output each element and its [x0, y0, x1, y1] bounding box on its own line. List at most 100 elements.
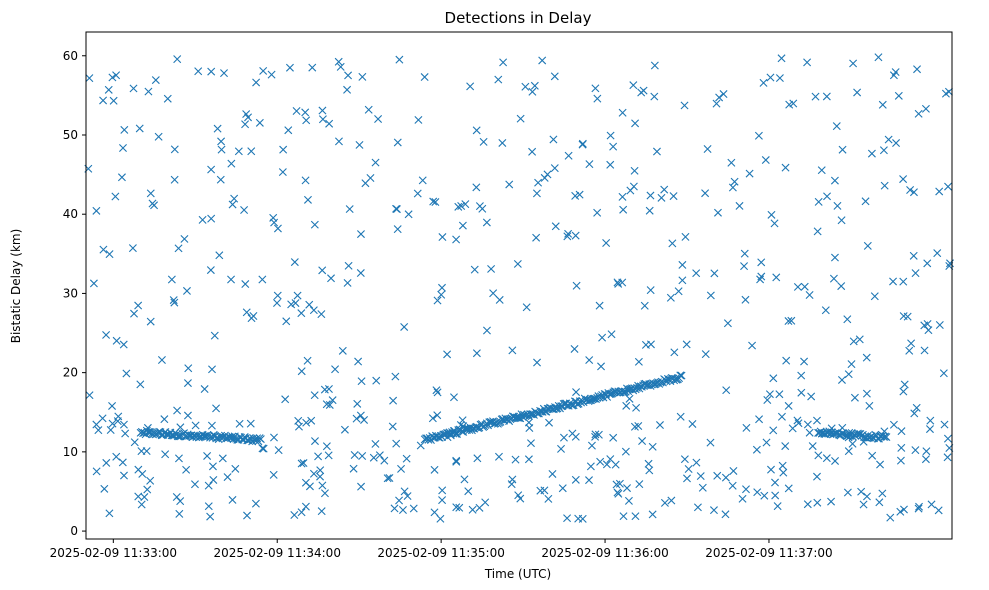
data-point [498, 138, 507, 147]
data-point [112, 452, 121, 461]
data-point [740, 249, 749, 258]
data-point [175, 432, 184, 441]
data-point [683, 474, 691, 483]
data-point [328, 396, 337, 405]
data-point [602, 460, 611, 469]
data-point [831, 456, 840, 465]
data-point [914, 504, 923, 513]
data-point [771, 491, 780, 500]
data-point [558, 484, 567, 493]
data-point [668, 239, 677, 248]
data-point [909, 188, 918, 197]
data-point [468, 505, 477, 514]
data-point [398, 506, 407, 514]
data-point [822, 92, 831, 101]
data-point [437, 290, 446, 299]
data-point [129, 84, 138, 93]
data-point [913, 65, 922, 74]
data-point [757, 272, 766, 281]
data-point [272, 298, 281, 307]
data-point [803, 58, 812, 67]
y-tick-label: 60 [63, 49, 78, 63]
data-point [896, 507, 905, 516]
data-point [572, 388, 581, 397]
data-point [433, 388, 442, 397]
data-point [684, 465, 693, 474]
data-point [310, 437, 319, 446]
data-point [404, 210, 413, 219]
data-point [143, 485, 152, 494]
data-point [108, 73, 117, 82]
data-point [703, 145, 712, 153]
data-point [692, 269, 701, 278]
data-point [832, 122, 841, 131]
data-point [135, 124, 144, 133]
data-point [223, 473, 232, 482]
data-point [269, 213, 278, 222]
data-point [712, 99, 721, 108]
data-point [324, 451, 333, 460]
data-point [409, 504, 418, 513]
data-point [927, 500, 936, 509]
data-point [933, 249, 942, 258]
data-point [357, 377, 366, 386]
data-point [571, 432, 580, 441]
data-point [214, 435, 223, 444]
data-point [723, 319, 732, 328]
data-point [494, 75, 503, 84]
data-point [358, 451, 367, 460]
data-point [837, 216, 846, 225]
data-point [194, 67, 203, 76]
data-point [297, 459, 306, 468]
data-point [530, 81, 539, 90]
data-point [777, 412, 786, 421]
data-point [316, 466, 325, 475]
data-point [208, 365, 216, 374]
data-point [418, 176, 427, 185]
data-point [657, 193, 666, 202]
data-point [460, 424, 469, 433]
data-point [607, 330, 616, 339]
data-point [278, 168, 287, 177]
data-point [660, 498, 669, 507]
data-point [183, 379, 192, 388]
data-point [800, 282, 809, 291]
data-point [923, 259, 932, 268]
data-point [128, 244, 137, 253]
data-point [870, 292, 879, 301]
data-point [327, 274, 336, 283]
data-point [228, 495, 237, 504]
data-point [738, 494, 747, 503]
data-point [438, 486, 447, 495]
data-point [208, 462, 217, 471]
data-point [183, 411, 192, 420]
data-point [334, 137, 343, 146]
data-point [508, 346, 517, 355]
data-point [279, 145, 288, 154]
data-point [682, 340, 691, 349]
data-point [940, 420, 949, 429]
data-point [207, 67, 216, 76]
data-point [389, 396, 398, 405]
data-point [302, 418, 311, 427]
data-point [356, 269, 365, 278]
data-point [470, 265, 479, 274]
data-point [899, 175, 908, 184]
data-point [118, 458, 127, 467]
data-point [884, 135, 893, 144]
data-point [591, 430, 600, 439]
data-point [578, 514, 587, 523]
data-point [522, 303, 531, 312]
data-point [175, 509, 184, 518]
data-point [458, 416, 467, 425]
data-point [352, 414, 361, 423]
data-point [100, 484, 109, 493]
data-point [742, 423, 751, 432]
data-point [830, 253, 839, 262]
data-point [393, 225, 402, 234]
data-point [728, 183, 737, 192]
data-point [782, 356, 791, 365]
data-point [763, 395, 772, 404]
data-point [920, 346, 929, 355]
data-point [619, 512, 628, 521]
